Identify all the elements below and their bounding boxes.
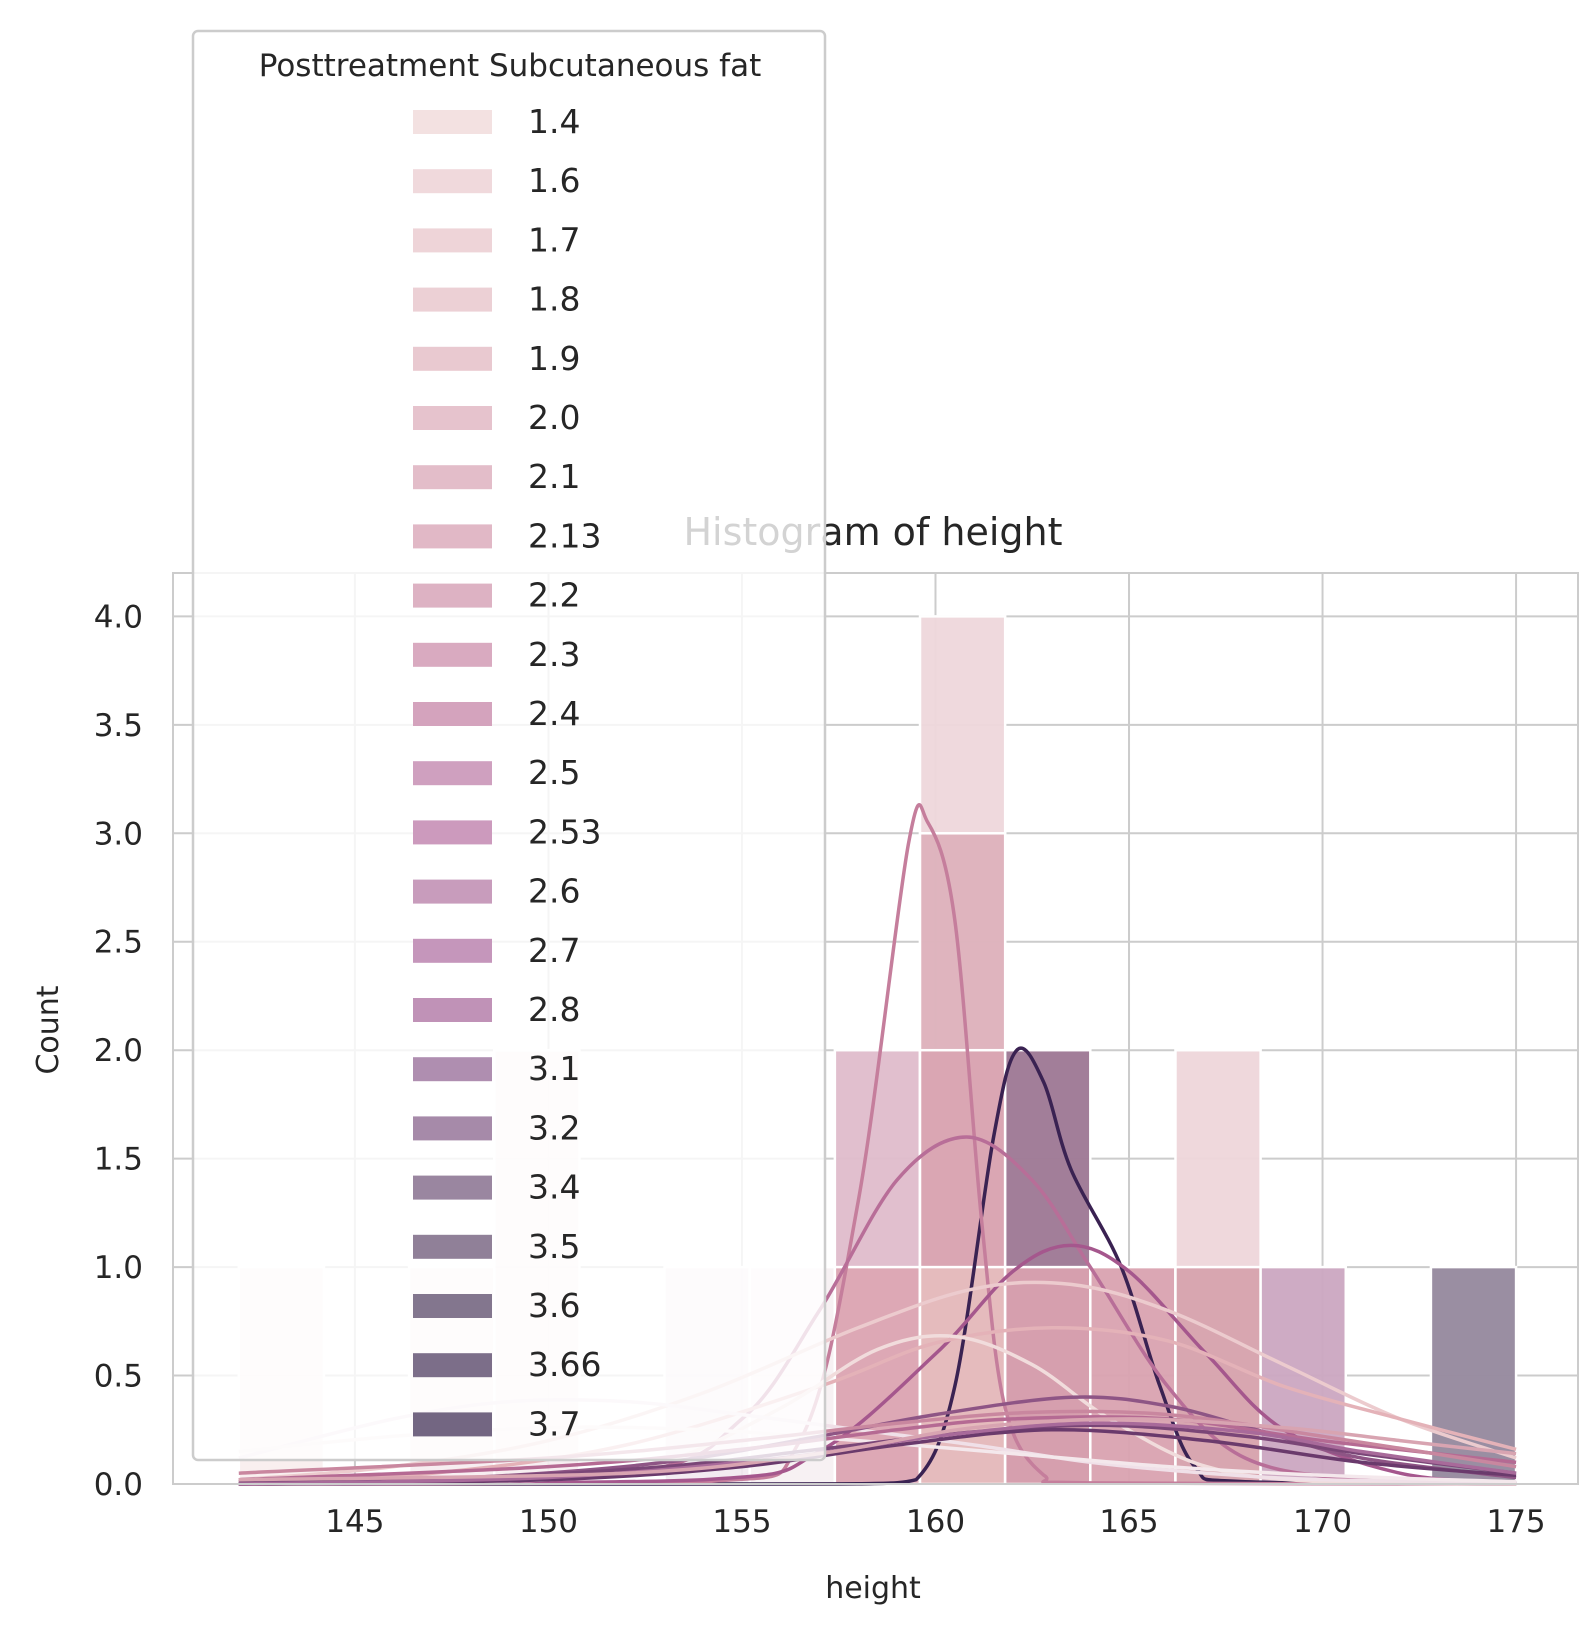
kde-curve xyxy=(238,1421,1517,1486)
x-tick-label: 175 xyxy=(1486,1504,1545,1540)
y-tick-label: 0.5 xyxy=(94,1359,143,1395)
legend-swatch xyxy=(413,998,492,1022)
legend-swatch xyxy=(413,346,492,371)
kde-curve xyxy=(238,1417,1517,1482)
legend-box xyxy=(191,29,827,1462)
legend-label: 2.13 xyxy=(528,516,601,555)
legend-swatch xyxy=(413,287,492,312)
legend-label: 1.6 xyxy=(528,161,580,200)
legend-label: 3.4 xyxy=(528,1168,580,1207)
x-tick-label: 170 xyxy=(1293,1504,1352,1540)
x-axis-label: height xyxy=(825,1571,921,1606)
legend-label: 2.53 xyxy=(528,812,601,851)
legend-label: 2.7 xyxy=(528,931,580,970)
legend-swatch xyxy=(413,702,492,726)
y-tick-label: 3.0 xyxy=(94,816,143,852)
legend-label: 2.5 xyxy=(528,753,580,792)
legend-swatch xyxy=(413,642,492,667)
legend-entries: 1.4 1.6 1.7 1.8 1.9 2.0 2.1 2.13 2.2 2.3 2.4 2.5 2.5… xyxy=(413,102,601,1443)
kde-curve xyxy=(238,1428,1517,1486)
legend-swatch xyxy=(413,1175,492,1200)
legend-swatch xyxy=(413,406,492,430)
legend-label: 1.8 xyxy=(528,280,580,319)
legend-label: 3.1 xyxy=(528,1049,580,1088)
kde-curve xyxy=(238,1326,1517,1484)
y-tick-label: 1.0 xyxy=(94,1250,143,1286)
y-tick-label: 4.0 xyxy=(94,599,143,635)
legend-label: 2.0 xyxy=(528,398,580,437)
x-axis-ticks: 145 150 155 160 165 170 175 xyxy=(325,1504,1545,1540)
legend-label: 3.6 xyxy=(528,1286,580,1325)
legend-label: 1.4 xyxy=(528,102,580,141)
legend-swatch xyxy=(413,1234,492,1259)
legend: Posttreatment Subcutaneous fat 1.4 1.6 1.7… xyxy=(191,29,827,1462)
legend-swatch xyxy=(413,583,492,608)
legend-label: 1.7 xyxy=(528,220,580,259)
legend-label: 1.9 xyxy=(528,339,580,378)
legend-swatch xyxy=(413,465,492,490)
legend-label: 3.2 xyxy=(528,1108,580,1147)
x-tick-label: 150 xyxy=(519,1504,578,1540)
legend-swatch xyxy=(413,938,492,963)
legend-swatch xyxy=(413,761,492,786)
legend-swatch xyxy=(413,1057,492,1082)
legend-swatch xyxy=(413,228,492,253)
x-tick-label: 165 xyxy=(1099,1504,1158,1540)
y-tick-label: 3.5 xyxy=(94,708,143,744)
legend-swatch xyxy=(413,879,492,904)
legend-swatch xyxy=(413,1116,492,1141)
legend-label: 2.2 xyxy=(528,576,580,615)
legend-swatch xyxy=(413,169,492,194)
x-tick-label: 145 xyxy=(325,1504,384,1540)
legend-label: 3.66 xyxy=(528,1345,601,1384)
legend-swatch xyxy=(413,1353,492,1378)
legend-swatch xyxy=(413,1294,492,1318)
legend-label: 3.5 xyxy=(528,1227,580,1266)
legend-swatch xyxy=(413,110,492,134)
legend-label: 3.7 xyxy=(528,1404,580,1443)
y-tick-label: 2.5 xyxy=(94,925,143,961)
legend-title: Posttreatment Subcutaneous fat xyxy=(259,48,761,84)
legend-swatch xyxy=(413,820,492,845)
legend-label: 2.4 xyxy=(528,694,580,733)
kde-curve xyxy=(238,1415,1517,1482)
legend-label: 2.3 xyxy=(528,635,580,674)
histogram-bar xyxy=(1174,1265,1262,1486)
y-tick-label: 1.5 xyxy=(94,1142,143,1178)
kde-curve xyxy=(238,1135,1517,1486)
legend-label: 2.8 xyxy=(528,990,580,1029)
legend-label: 2.6 xyxy=(528,872,580,911)
y-axis-label: Count xyxy=(31,985,66,1074)
legend-swatch xyxy=(413,1412,492,1437)
x-tick-label: 155 xyxy=(712,1504,771,1540)
plot-frame xyxy=(172,572,1579,1485)
y-axis-ticks: 0.0 0.5 1.0 1.5 2.0 2.5 3.0 3.5 4.0 xyxy=(94,599,143,1503)
x-tick-label: 160 xyxy=(906,1504,965,1540)
legend-swatch xyxy=(413,524,492,549)
legend-label: 2.1 xyxy=(528,457,580,496)
y-tick-label: 0.0 xyxy=(94,1467,143,1503)
y-tick-label: 2.0 xyxy=(94,1033,143,1069)
